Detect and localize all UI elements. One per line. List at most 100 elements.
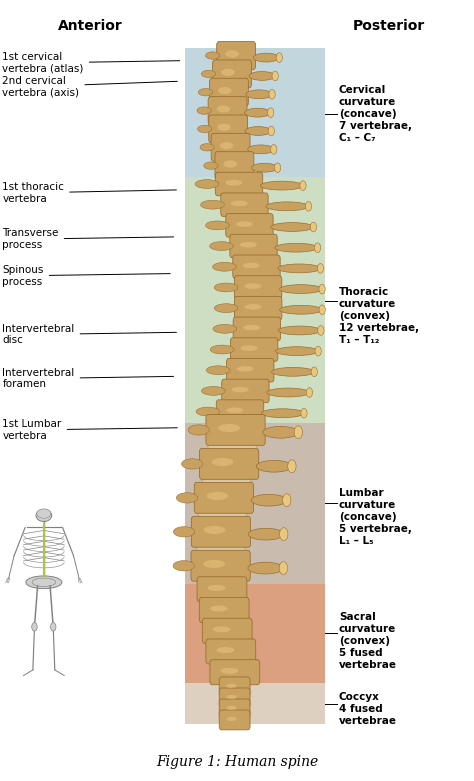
FancyBboxPatch shape: [191, 551, 250, 581]
Ellipse shape: [200, 144, 214, 151]
Ellipse shape: [251, 494, 287, 506]
Ellipse shape: [173, 526, 195, 537]
Ellipse shape: [206, 221, 229, 230]
Ellipse shape: [219, 173, 254, 177]
Ellipse shape: [278, 326, 321, 335]
Ellipse shape: [248, 562, 283, 574]
Ellipse shape: [213, 324, 237, 333]
Ellipse shape: [176, 493, 198, 503]
Ellipse shape: [208, 585, 226, 591]
Ellipse shape: [226, 706, 237, 710]
Ellipse shape: [217, 154, 248, 159]
FancyBboxPatch shape: [209, 115, 247, 143]
Circle shape: [305, 201, 311, 211]
Ellipse shape: [238, 274, 276, 280]
Bar: [185, 48, 325, 177]
Circle shape: [32, 622, 37, 631]
Ellipse shape: [220, 668, 238, 674]
Ellipse shape: [228, 378, 267, 383]
Bar: [185, 584, 325, 683]
FancyBboxPatch shape: [227, 358, 274, 382]
FancyBboxPatch shape: [222, 379, 269, 403]
Ellipse shape: [210, 345, 234, 354]
Ellipse shape: [226, 683, 237, 688]
Circle shape: [267, 108, 274, 117]
Ellipse shape: [198, 125, 212, 133]
FancyBboxPatch shape: [210, 78, 248, 106]
Ellipse shape: [206, 52, 220, 59]
Ellipse shape: [239, 295, 277, 301]
Text: 1st cervical
vertebra (atlas): 1st cervical vertebra (atlas): [2, 52, 180, 73]
Text: Cervical
curvature
(concave)
7 vertebrae,
C₁ – C₇: Cervical curvature (concave) 7 vertebrae…: [339, 85, 412, 143]
Circle shape: [317, 263, 324, 273]
Ellipse shape: [233, 357, 272, 362]
Ellipse shape: [275, 244, 318, 252]
Circle shape: [51, 622, 56, 631]
Ellipse shape: [203, 526, 225, 534]
Bar: [185, 423, 325, 584]
FancyBboxPatch shape: [219, 710, 250, 729]
Circle shape: [272, 71, 278, 80]
Ellipse shape: [248, 528, 284, 540]
Ellipse shape: [216, 418, 260, 423]
Ellipse shape: [232, 233, 271, 239]
Ellipse shape: [246, 90, 272, 98]
Text: Intervertebral
disc: Intervertebral disc: [2, 323, 176, 345]
FancyBboxPatch shape: [202, 619, 252, 644]
Ellipse shape: [263, 426, 298, 438]
Ellipse shape: [219, 142, 233, 149]
FancyBboxPatch shape: [199, 597, 249, 622]
Ellipse shape: [215, 80, 246, 86]
Ellipse shape: [218, 424, 240, 432]
Text: Figure 1: Human spine: Figure 1: Human spine: [156, 755, 318, 769]
Ellipse shape: [26, 576, 62, 589]
Ellipse shape: [245, 109, 271, 117]
Ellipse shape: [232, 387, 249, 392]
Ellipse shape: [196, 407, 220, 416]
Ellipse shape: [249, 72, 275, 80]
FancyBboxPatch shape: [200, 448, 259, 480]
Ellipse shape: [275, 347, 318, 355]
Ellipse shape: [37, 509, 51, 519]
Circle shape: [319, 305, 325, 315]
Ellipse shape: [208, 442, 257, 451]
Circle shape: [318, 326, 324, 335]
Ellipse shape: [211, 458, 233, 466]
Ellipse shape: [237, 337, 275, 342]
Ellipse shape: [204, 162, 218, 169]
Ellipse shape: [210, 241, 233, 251]
Ellipse shape: [243, 262, 260, 269]
Ellipse shape: [240, 242, 257, 248]
Bar: [185, 177, 325, 423]
FancyBboxPatch shape: [216, 400, 264, 423]
Ellipse shape: [245, 304, 262, 310]
Ellipse shape: [182, 458, 203, 469]
Ellipse shape: [267, 388, 310, 397]
Circle shape: [283, 494, 291, 507]
FancyBboxPatch shape: [194, 483, 254, 513]
FancyBboxPatch shape: [219, 699, 250, 719]
Bar: [185, 683, 325, 723]
FancyBboxPatch shape: [215, 173, 263, 196]
Ellipse shape: [238, 316, 277, 321]
FancyBboxPatch shape: [230, 337, 278, 362]
Ellipse shape: [228, 212, 266, 218]
Text: 1st thoracic
vertebra: 1st thoracic vertebra: [2, 182, 176, 204]
Ellipse shape: [201, 387, 225, 395]
Ellipse shape: [203, 560, 225, 568]
FancyBboxPatch shape: [221, 193, 268, 216]
Ellipse shape: [223, 160, 237, 168]
Circle shape: [269, 90, 275, 99]
Ellipse shape: [280, 305, 322, 314]
FancyBboxPatch shape: [191, 516, 251, 547]
Text: 2nd cervical
vertebra (axis): 2nd cervical vertebra (axis): [2, 76, 177, 97]
Ellipse shape: [188, 425, 210, 435]
Ellipse shape: [202, 476, 251, 486]
Ellipse shape: [266, 202, 309, 211]
Circle shape: [271, 144, 277, 154]
FancyBboxPatch shape: [233, 255, 280, 279]
Ellipse shape: [201, 70, 216, 77]
Ellipse shape: [206, 366, 230, 375]
Ellipse shape: [213, 99, 244, 104]
Ellipse shape: [253, 53, 279, 62]
